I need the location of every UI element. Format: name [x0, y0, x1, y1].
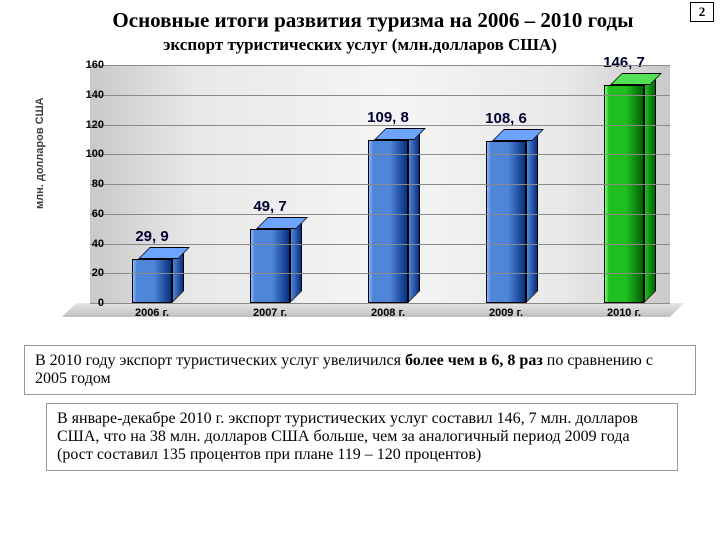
slide-title: Основные итоги развития туризма на 2006 … — [40, 8, 706, 33]
x-tick-label: 2006 г. — [112, 307, 192, 319]
summary-note-2: В январе-декабре 2010 г. экспорт туристи… — [46, 403, 678, 471]
y-tick: 20 — [44, 267, 104, 279]
export-bar-chart: млн. долларов США 29, 949, 7109, 8108, 6… — [30, 59, 690, 339]
bar — [132, 259, 172, 303]
x-tick-label: 2008 г. — [348, 307, 428, 319]
bar — [250, 229, 290, 303]
summary-note-1: В 2010 году экспорт туристических услуг … — [24, 345, 696, 395]
bar — [604, 85, 644, 303]
gridline — [90, 273, 670, 274]
gridline — [90, 303, 670, 304]
y-tick: 80 — [44, 178, 104, 190]
x-tick-label: 2010 г. — [584, 307, 664, 319]
gridline — [90, 154, 670, 155]
gridline — [90, 65, 670, 66]
y-tick: 100 — [44, 148, 104, 160]
bar-value-label: 29, 9 — [112, 228, 192, 245]
gridline — [90, 244, 670, 245]
slide-number: 2 — [690, 2, 714, 22]
y-tick: 120 — [44, 119, 104, 131]
gridline — [90, 125, 670, 126]
y-tick: 140 — [44, 89, 104, 101]
y-tick: 160 — [44, 59, 104, 71]
gridline — [90, 184, 670, 185]
bar-value-label: 49, 7 — [230, 198, 310, 215]
bar-value-label: 146, 7 — [584, 54, 664, 71]
gridline — [90, 214, 670, 215]
gridline — [90, 95, 670, 96]
bar — [368, 140, 408, 303]
x-tick-label: 2009 г. — [466, 307, 546, 319]
y-tick: 0 — [44, 297, 104, 309]
bar — [486, 141, 526, 303]
y-tick: 40 — [44, 238, 104, 250]
bar-value-label: 109, 8 — [348, 109, 428, 126]
slide-subtitle: экспорт туристических услуг (млн.долларо… — [14, 35, 706, 55]
y-tick: 60 — [44, 208, 104, 220]
x-tick-label: 2007 г. — [230, 307, 310, 319]
